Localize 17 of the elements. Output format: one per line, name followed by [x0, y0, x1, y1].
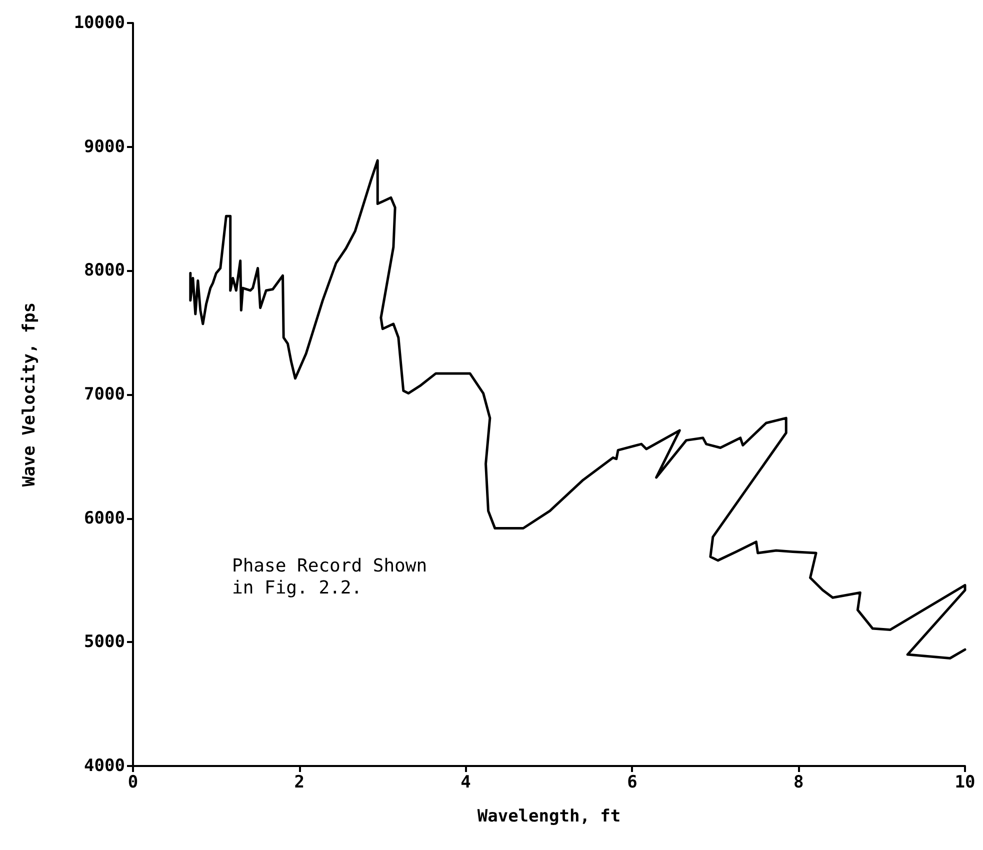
x-axis-title: Wavelength, ft [477, 806, 621, 826]
annotation: Phase Record Shown in Fig. 2.2. [232, 556, 428, 598]
y-tick-label: 4000 [84, 756, 125, 776]
x-tick-label: 4 [460, 772, 471, 792]
x-tick-label: 8 [793, 772, 804, 792]
y-tick-label: 9000 [84, 136, 125, 157]
x-tick-label: 2 [294, 772, 305, 792]
y-tick-label: 8000 [84, 260, 125, 281]
x-tick-label: 10 [954, 772, 976, 792]
y-axis-title: Wave Velocity, fps [20, 302, 40, 487]
y-tick-label: 6000 [84, 508, 125, 528]
x-tick-label: 6 [627, 772, 638, 792]
y-tick-label: 7000 [84, 384, 125, 404]
y-tick-label: 5000 [84, 632, 125, 652]
x-tick-label: 0 [128, 772, 138, 792]
y-tick-label: 10000 [74, 13, 125, 33]
line-series [189, 159, 966, 660]
